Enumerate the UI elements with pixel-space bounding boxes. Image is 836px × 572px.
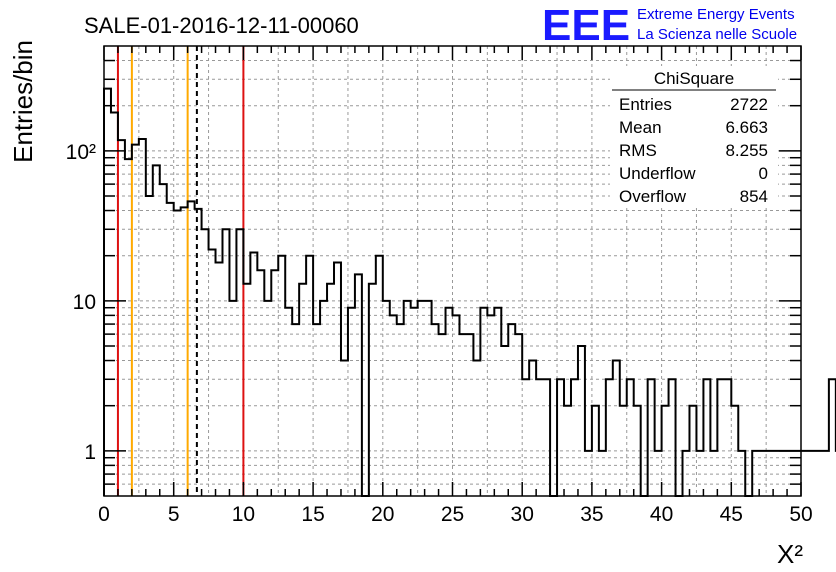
histogram-outline	[103, 87, 836, 497]
stats-title: ChiSquare	[654, 69, 734, 88]
y-tick-labels: 1 10 10²	[66, 141, 96, 464]
x-tick-label: 15	[301, 503, 324, 526]
stats-box: ChiSquare Entries 2722 Mean 6.663 RMS 8.…	[610, 66, 778, 208]
x-tick-label: 50	[789, 503, 812, 526]
stats-value-rms: 8.255	[725, 141, 768, 160]
y-tick-label: 10	[73, 291, 96, 314]
logo-mark: EEE	[542, 1, 630, 50]
stats-label-entries: Entries	[619, 95, 672, 114]
x-tick-label: 40	[650, 503, 673, 526]
x-tick-label: 35	[580, 503, 603, 526]
x-tick-label: 20	[371, 503, 394, 526]
x-tick-label: 25	[441, 503, 464, 526]
stats-value-underflow: 0	[759, 164, 768, 183]
histogram	[103, 87, 836, 497]
stats-label-mean: Mean	[619, 118, 662, 137]
stats-value-mean: 6.663	[725, 118, 768, 137]
logo-line1: Extreme Energy Events	[637, 6, 795, 23]
stats-label-overflow: Overflow	[619, 187, 687, 206]
logo-line2: La Scienza nelle Scuole	[637, 26, 797, 43]
stats-value-overflow: 854	[740, 187, 768, 206]
x-tick-label: 45	[720, 503, 743, 526]
x-tick-label: 10	[232, 503, 255, 526]
reference-lines	[116, 46, 245, 496]
y-axis-title: Entries/bin	[8, 40, 38, 163]
x-axis-title: X²	[777, 539, 803, 569]
axes	[103, 45, 802, 497]
y-tick-label: 1	[84, 441, 96, 464]
y-tick-label: 10²	[66, 141, 96, 164]
x-tick-label: 30	[511, 503, 534, 526]
eee-logo: EEE Extreme Energy Events La Scienza nel…	[542, 1, 797, 50]
chart-title: SALE-01-2016-12-11-00060	[84, 13, 359, 38]
x-tick-label: 0	[98, 503, 110, 526]
stats-value-entries: 2722	[730, 95, 768, 114]
stats-label-underflow: Underflow	[619, 164, 696, 183]
x-tick-labels: 0 5 10 15 20 25 30 35 40 45 50	[98, 503, 813, 526]
stats-label-rms: RMS	[619, 141, 657, 160]
x-tick-label: 5	[168, 503, 180, 526]
